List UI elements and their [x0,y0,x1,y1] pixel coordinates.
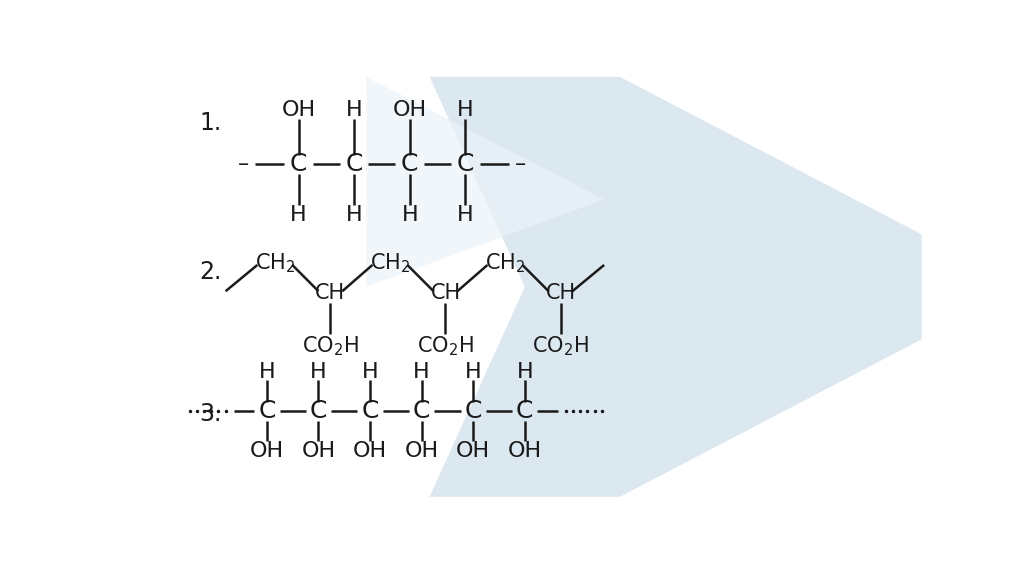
Text: CO$_2$H: CO$_2$H [302,334,358,358]
Text: C: C [290,152,307,177]
Text: H: H [310,362,327,382]
Text: H: H [457,204,473,225]
Text: OH: OH [301,441,336,461]
Text: CH$_2$: CH$_2$ [370,251,410,274]
Text: OH: OH [250,441,284,461]
Text: CH: CH [315,283,345,303]
Text: H: H [516,362,534,382]
Text: OH: OH [404,441,438,461]
Text: C: C [361,399,379,424]
Text: H: H [291,204,307,225]
Text: H: H [346,100,362,120]
Text: –: – [514,154,525,174]
Text: OH: OH [508,441,542,461]
Text: CH: CH [430,283,461,303]
Text: OH: OH [282,100,315,120]
Text: CH$_2$: CH$_2$ [255,251,295,274]
Text: H: H [346,204,362,225]
Text: 1.: 1. [200,111,221,135]
Text: C: C [258,399,275,424]
Text: CO$_2$H: CO$_2$H [532,334,589,358]
Text: C: C [345,152,362,177]
Text: CH: CH [546,283,575,303]
Text: OH: OH [353,441,387,461]
Text: C: C [401,152,419,177]
Text: OH: OH [456,441,490,461]
Text: CH$_2$: CH$_2$ [484,251,525,274]
Text: OH: OH [392,100,427,120]
Text: C: C [457,152,474,177]
Text: C: C [516,399,534,424]
Text: C: C [413,399,430,424]
Text: H: H [361,362,378,382]
Text: C: C [310,399,327,424]
Text: 2.: 2. [200,260,222,283]
Text: H: H [414,362,430,382]
Polygon shape [430,77,922,497]
Text: H: H [457,100,473,120]
Text: H: H [465,362,481,382]
Text: 3.: 3. [200,402,222,425]
Polygon shape [367,77,604,287]
Text: CO$_2$H: CO$_2$H [417,334,474,358]
Text: H: H [401,204,418,225]
Text: –: – [239,154,250,174]
Text: C: C [465,399,482,424]
Text: H: H [259,362,275,382]
